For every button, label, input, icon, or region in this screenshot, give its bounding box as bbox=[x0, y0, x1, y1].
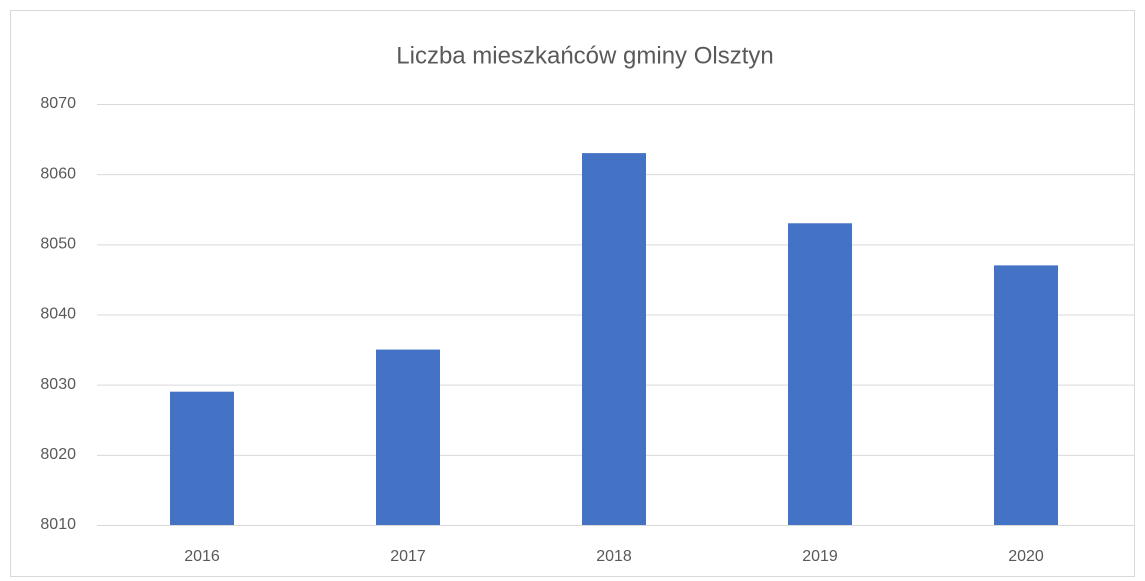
y-tick-label: 8070 bbox=[40, 95, 76, 112]
y-tick-label: 8020 bbox=[40, 446, 76, 463]
x-tick-label: 2019 bbox=[802, 548, 838, 565]
y-tick-label: 8050 bbox=[40, 236, 76, 253]
bar bbox=[170, 391, 234, 525]
x-tick-label: 2017 bbox=[390, 548, 426, 565]
y-tick-label: 8060 bbox=[40, 165, 76, 182]
bar bbox=[788, 223, 852, 526]
bar bbox=[376, 349, 440, 525]
x-tick-label: 2018 bbox=[596, 548, 632, 565]
y-tick-label: 8010 bbox=[40, 516, 76, 533]
y-tick-label: 8030 bbox=[40, 376, 76, 393]
bar bbox=[994, 265, 1058, 525]
bar bbox=[582, 153, 646, 525]
y-tick-label: 8040 bbox=[40, 306, 76, 323]
chart-title: Liczba mieszkańców gminy Olsztyn bbox=[396, 42, 773, 69]
x-tick-label: 2016 bbox=[184, 548, 220, 565]
x-tick-label: 2020 bbox=[1008, 548, 1044, 565]
